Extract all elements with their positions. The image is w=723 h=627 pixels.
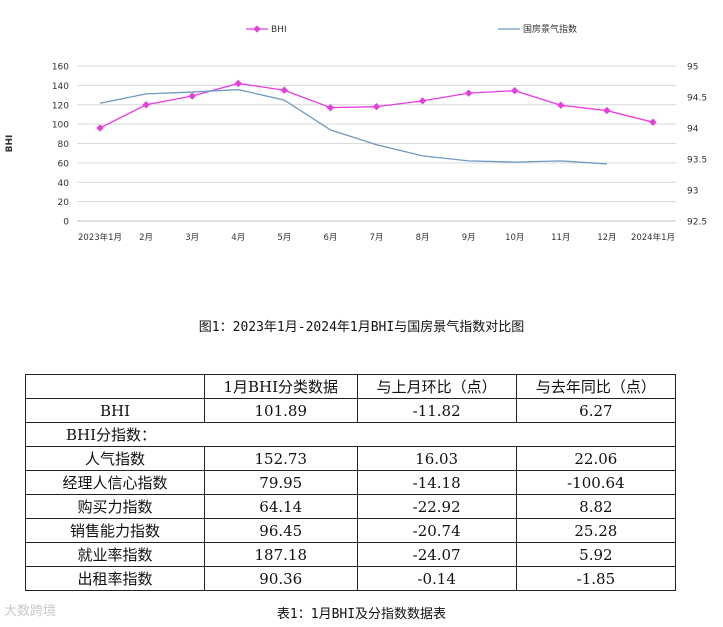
table-row: 出租率指数 90.36 -0.14 -1.85 [25, 566, 677, 591]
y-left-tick-label: 0 [63, 218, 69, 228]
table-header-cell: 与上月环比（点） [356, 374, 517, 399]
legend-bhi-marker [253, 25, 261, 33]
bhi-point [603, 106, 611, 115]
y-right-tick-label: 92.5 [687, 218, 707, 228]
bhi-point [511, 87, 519, 95]
y-left-tick-label: 80 [58, 140, 70, 150]
x-tick-label: 6月 [323, 233, 337, 243]
row-value: 64.14 [204, 494, 358, 519]
row-value: 79.95 [204, 470, 358, 495]
bhi-point [418, 97, 427, 105]
row-yoy: -100.64 [515, 470, 677, 495]
bhi-point [280, 86, 289, 94]
table-row: BHI 101.89 -11.82 6.27 [25, 398, 677, 423]
row-mom: -14.18 [356, 470, 517, 495]
bhi-point [649, 118, 657, 126]
table-row: 销售能力指数 96.45 -20.74 25.28 [25, 518, 677, 543]
y-left-tick-label: 100 [52, 121, 69, 131]
x-tick-label: 9月 [462, 233, 476, 243]
table-row: 就业率指数 187.18 -24.07 5.92 [25, 542, 677, 567]
row-mom: -20.74 [356, 518, 517, 543]
row-mom: 16.03 [356, 446, 517, 471]
y-left-tick-label: 40 [58, 179, 70, 189]
row-value: 90.36 [204, 566, 358, 591]
bhi-point [464, 89, 473, 97]
row-yoy: 5.92 [515, 542, 677, 567]
legend-bhi-label: BHI [271, 25, 287, 35]
y-left-tick-label: 60 [58, 159, 70, 169]
y-right-tick-label: 93.5 [687, 156, 707, 166]
table-header-cell: 与去年同比（点） [515, 374, 677, 399]
y-left-tick-label: 140 [52, 82, 69, 92]
x-tick-label: 2024年1月 [631, 232, 675, 243]
x-tick-label: 7月 [370, 233, 384, 243]
bhi-point [188, 92, 196, 100]
row-value: 187.18 [204, 542, 358, 567]
bhi-comparison-chart: 0 20 40 60 80 100 120 140 160 92.5 93 93.5 94 94.5 95 2… [5, 23, 707, 243]
row-yoy: 22.06 [515, 446, 677, 471]
x-tick-label: 8月 [416, 233, 430, 243]
row-value: 152.73 [204, 446, 358, 471]
x-tick-label: 3月 [185, 233, 199, 243]
row-mom: -11.82 [356, 398, 517, 423]
x-tick-label: 11月 [551, 233, 570, 243]
row-value: 96.45 [204, 518, 358, 543]
table-header-row: 1月BHI分类数据 与上月环比（点） 与去年同比（点） [25, 374, 677, 399]
row-label: 经理人信心指数 [25, 470, 205, 495]
row-label: 销售能力指数 [25, 518, 205, 543]
bhi-point [142, 101, 150, 109]
x-tick-label: 5月 [277, 233, 291, 243]
x-tick-label: 4月 [231, 233, 245, 243]
watermark: 大数跨境 [4, 604, 57, 619]
row-yoy: -1.85 [515, 566, 677, 591]
y-left-tick-label: 20 [58, 198, 70, 208]
row-label: BHI [25, 398, 205, 423]
x-tick-label: 2023年1月 [78, 232, 122, 243]
table-header-cell [25, 374, 205, 399]
y-axis-label: BHI [5, 135, 15, 153]
legend-guofang-label: 国房景气指数 [523, 23, 577, 35]
row-yoy: 25.28 [515, 518, 677, 543]
section-row: BHI分指数： [25, 422, 676, 447]
y-left-tick-label: 160 [52, 63, 69, 73]
section-label: BHI分指数： [25, 422, 676, 447]
bhi-point [372, 103, 381, 111]
table-row: 购买力指数 64.14 -22.92 8.82 [25, 494, 677, 519]
y-right-tick-label: 94.5 [687, 94, 707, 104]
row-mom: -22.92 [356, 494, 517, 519]
x-tick-label: 12月 [597, 233, 616, 243]
bhi-point [96, 124, 104, 132]
y-left-tick-label: 120 [52, 101, 69, 111]
bhi-point [557, 101, 565, 109]
x-tick-label: 2月 [139, 233, 153, 243]
row-yoy: 8.82 [515, 494, 677, 519]
y-right-tick-label: 94 [687, 125, 699, 135]
row-mom: -0.14 [356, 566, 517, 591]
bhi-data-table: 1月BHI分类数据 与上月环比（点） 与去年同比（点） BHI 101.89 -… [25, 374, 677, 591]
series-line-guofang [99, 88, 607, 165]
row-label: 出租率指数 [25, 566, 205, 591]
table-row: 人气指数 152.73 16.03 22.06 [25, 446, 677, 471]
row-mom: -24.07 [356, 542, 517, 567]
bhi-point [234, 79, 242, 88]
y-right-tick-label: 93 [687, 187, 698, 197]
table-row: 经理人信心指数 79.95 -14.18 -100.64 [25, 470, 677, 495]
row-label: 就业率指数 [25, 542, 205, 567]
row-value: 101.89 [204, 398, 358, 423]
x-tick-label: 10月 [505, 233, 524, 243]
row-yoy: 6.27 [515, 398, 677, 423]
row-label: 购买力指数 [25, 494, 205, 519]
table-header-cell: 1月BHI分类数据 [204, 374, 358, 399]
y-right-tick-label: 95 [687, 63, 698, 73]
table-caption: 表1：1月BHI及分指数数据表 [276, 607, 447, 622]
row-label: 人气指数 [25, 446, 205, 471]
figure-caption: 图1：2023年1月-2024年1月BHI与国房景气指数对比图 [198, 320, 525, 335]
